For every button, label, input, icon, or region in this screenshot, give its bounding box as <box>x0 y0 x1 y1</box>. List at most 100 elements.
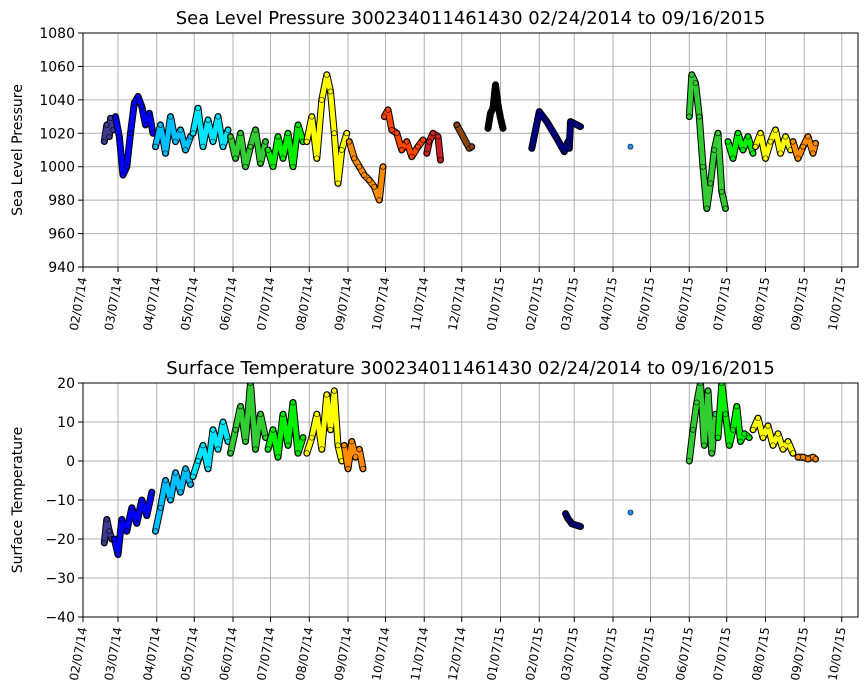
y-tick-label: 1040 <box>39 93 75 109</box>
data-point <box>338 147 345 153</box>
data-point <box>688 71 695 78</box>
data-point <box>366 177 373 183</box>
data-point <box>725 138 731 145</box>
data-point <box>262 138 269 145</box>
data-point <box>313 411 320 418</box>
x-tick-label: 09/07/15 <box>788 276 811 332</box>
data-point <box>118 516 125 523</box>
data-point <box>528 145 535 152</box>
data-point <box>252 446 259 453</box>
data-point <box>323 391 330 398</box>
data-point <box>138 497 145 503</box>
series-line <box>111 489 155 558</box>
data-point <box>435 133 441 140</box>
data-point <box>553 135 560 142</box>
data-point <box>380 163 386 170</box>
data-point <box>215 446 221 453</box>
data-point <box>770 442 776 449</box>
data-point <box>200 143 206 150</box>
x-tick-label: 02/07/15 <box>523 276 546 332</box>
x-tick-label: 11/07/14 <box>408 276 431 332</box>
data-point <box>308 434 315 441</box>
data-point <box>162 150 169 157</box>
data-point <box>376 197 383 204</box>
data-point <box>210 138 216 145</box>
data-point <box>385 106 391 113</box>
data-point <box>252 127 259 133</box>
data-point <box>275 133 281 140</box>
data-point <box>220 143 226 150</box>
data-point <box>106 133 113 140</box>
data-point <box>398 147 405 153</box>
series-line <box>265 122 306 170</box>
data-point <box>257 160 264 167</box>
data-point <box>167 497 174 503</box>
data-point <box>190 473 196 480</box>
data-point <box>275 454 281 460</box>
x-tick-label: 09/07/15 <box>788 626 811 682</box>
data-point <box>152 143 159 150</box>
data-point <box>313 155 320 162</box>
pressure-panel: Sea Level Pressure 300234011461430 02/24… <box>10 8 859 332</box>
data-point <box>733 403 740 410</box>
data-point <box>708 450 715 457</box>
data-point <box>227 133 234 140</box>
data-point <box>172 469 179 476</box>
data-point <box>715 434 721 441</box>
data-point <box>257 411 264 418</box>
data-point <box>148 489 155 496</box>
data-point <box>290 399 296 406</box>
data-point <box>752 143 759 150</box>
x-tick-label: 08/07/14 <box>293 626 316 682</box>
plot-frame <box>82 32 859 268</box>
data-point <box>195 105 201 112</box>
data-point <box>707 180 714 187</box>
data-layer <box>100 383 819 559</box>
y-tick-label: −20 <box>45 532 75 548</box>
data-point <box>285 442 291 449</box>
data-point <box>696 113 703 120</box>
y-tick-label: 20 <box>57 376 75 392</box>
data-point <box>812 140 819 147</box>
data-point <box>356 163 363 170</box>
data-point <box>295 122 301 128</box>
x-tick-label: 03/07/15 <box>558 276 581 332</box>
data-point <box>790 450 796 457</box>
data-point <box>215 113 221 120</box>
data-point <box>381 113 388 120</box>
series-line <box>153 114 193 156</box>
data-point <box>237 130 244 137</box>
data-point <box>127 130 134 137</box>
x-tick-label: 12/07/14 <box>446 626 469 682</box>
data-point <box>420 137 426 143</box>
x-tick-label: 04/07/15 <box>597 276 620 332</box>
data-point <box>697 383 704 386</box>
data-point <box>123 528 130 535</box>
data-point <box>430 130 436 137</box>
data-point <box>693 399 700 406</box>
data-point <box>227 450 234 457</box>
data-point <box>737 438 744 445</box>
series-line <box>101 517 115 546</box>
x-tick-label: 07/07/14 <box>254 276 277 332</box>
data-point <box>210 426 216 433</box>
series-line <box>686 383 718 464</box>
data-point <box>453 122 460 128</box>
data-point <box>423 150 430 157</box>
data-point <box>740 147 746 153</box>
data-point <box>270 163 276 170</box>
x-tick-label: 01/07/15 <box>484 626 507 682</box>
temperature-panel: Surface Temperature 300234011461430 02/2… <box>10 358 859 682</box>
series-line <box>153 466 193 534</box>
data-point <box>128 504 135 511</box>
data-point <box>225 127 231 133</box>
data-point <box>690 426 696 433</box>
data-point <box>426 138 433 145</box>
data-point <box>303 450 310 457</box>
data-point <box>101 540 108 546</box>
data-point <box>722 205 729 212</box>
data-point <box>232 155 239 162</box>
data-point <box>116 133 123 140</box>
data-point <box>265 446 271 453</box>
data-point <box>111 536 118 542</box>
